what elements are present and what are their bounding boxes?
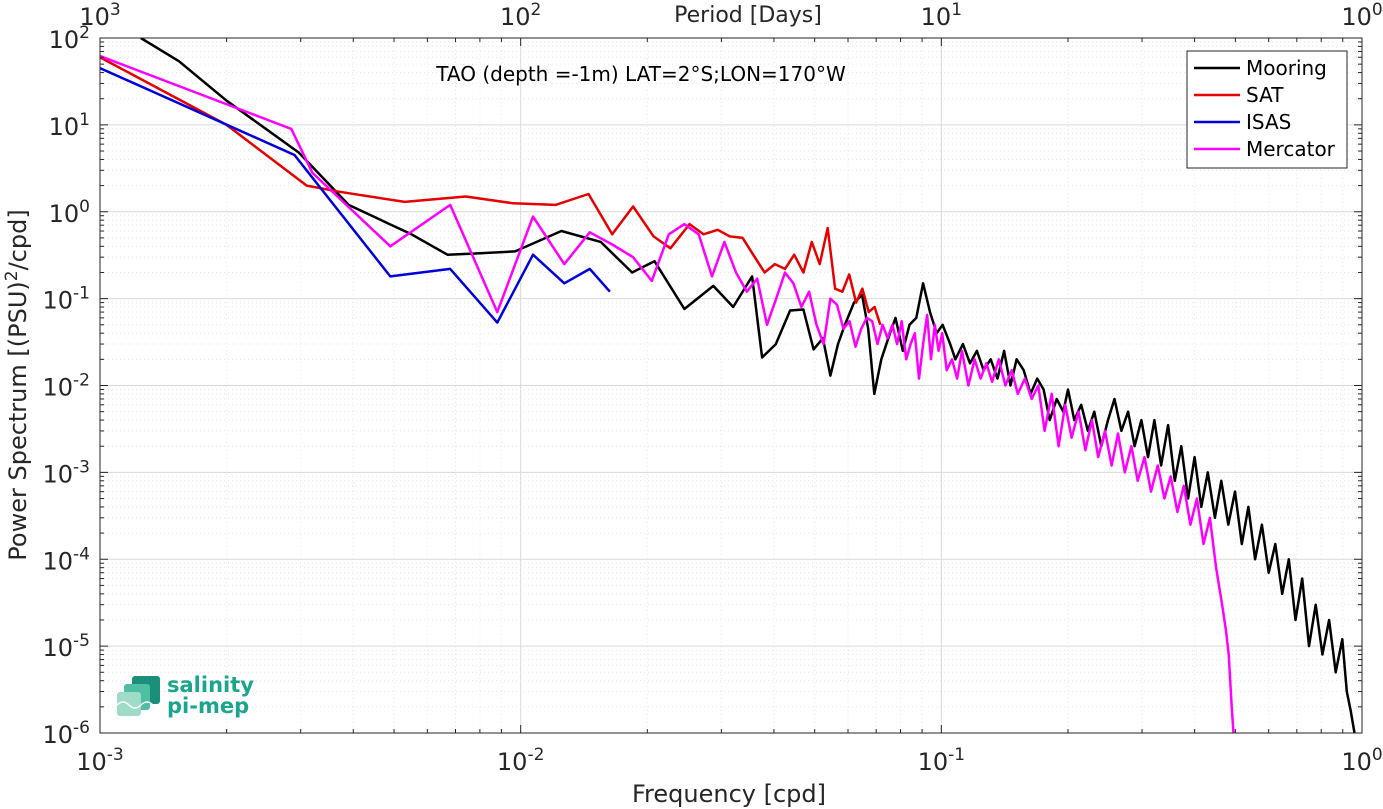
y-tick-label: 10-1: [43, 284, 91, 315]
tick-marks: [99, 38, 1362, 734]
x-tick-label: 10-2: [497, 745, 545, 776]
legend-label-mooring: Mooring: [1246, 56, 1327, 80]
x-tick-label: 10-1: [918, 745, 966, 776]
series-lines: [100, 38, 1356, 733]
chart-title: TAO (depth =-1m) LAT=2°S;LON=170°W: [435, 62, 846, 86]
y-tick-label: 102: [49, 23, 90, 54]
legend-label-isas: ISAS: [1246, 110, 1291, 134]
legend: Mooring SAT ISAS Mercator: [1186, 50, 1348, 169]
logo-line2: pi-mep: [167, 694, 249, 718]
salinity-pi-mep-logo: salinity pi-mep: [116, 673, 254, 718]
series-line-sat: [100, 56, 882, 326]
series-line-isas: [100, 66, 611, 324]
logo-line1: salinity: [167, 673, 254, 697]
y-tick-label: 10-5: [43, 631, 91, 662]
grid-lines: [99, 38, 1362, 734]
y-axis-label: Power Spectrum [(PSU)2/cpd]: [2, 209, 32, 560]
x-tick-label: 10-3: [76, 745, 124, 776]
y-tick-label: 10-4: [43, 544, 91, 575]
top-x-tick-label: 100: [1341, 0, 1382, 31]
y-tick-label: 100: [49, 197, 90, 228]
x-axis-label: Frequency [cpd]: [632, 780, 826, 808]
x-tick-label: 100: [1341, 745, 1382, 776]
top-x-axis-label: Period [Days]: [674, 3, 822, 28]
series-line-mercator: [100, 54, 1235, 733]
y-tick-label: 101: [49, 110, 90, 141]
legend-label-mercator: Mercator: [1246, 137, 1336, 161]
y-tick-label: 10-6: [43, 718, 91, 749]
series-line-mooring: [140, 38, 1356, 733]
y-tick-label: 10-3: [43, 457, 91, 488]
logo-wave-icon: [116, 676, 162, 716]
y-tick-label: 10-2: [43, 371, 91, 402]
top-x-tick-label: 102: [500, 0, 541, 31]
legend-label-sat: SAT: [1246, 83, 1284, 107]
top-x-tick-label: 101: [921, 0, 962, 31]
top-x-tick-label: 103: [79, 0, 120, 31]
